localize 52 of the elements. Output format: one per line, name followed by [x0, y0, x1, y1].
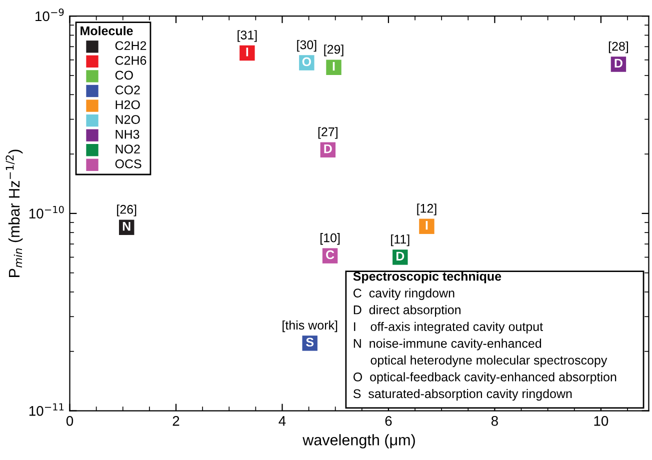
- y-tick-label: 10$^{−9}$: [36, 8, 64, 22]
- annotation: D: [396, 252, 404, 260]
- x-tick-label: 6: [385, 416, 392, 426]
- legend-label: OCS: [115, 159, 142, 168]
- annotation: N: [122, 222, 130, 231]
- annotation: I off-axis integrated cavity output: [354, 322, 543, 334]
- annotation: N noise-immune cavity-enhanced: [354, 338, 542, 350]
- y-axis-title: P$_{min}$ (mbar Hz$^{−1/2}$): [6, 150, 23, 277]
- x-tick-label: 0: [66, 416, 74, 426]
- annotation: I: [426, 221, 428, 230]
- x-tick-label: 4: [278, 416, 286, 426]
- annotation: C cavity ringdown: [354, 288, 454, 300]
- annotation: S: [306, 338, 314, 347]
- annotation: [26]: [117, 204, 136, 216]
- annotation: D: [324, 144, 332, 154]
- annotation: [10]: [320, 233, 340, 245]
- legend-title: Molecule: [80, 26, 133, 36]
- annotation: [30]: [297, 40, 316, 52]
- legend-label: CO2: [115, 86, 140, 94]
- legend-label: NH3: [116, 130, 140, 139]
- point: [326, 60, 342, 75]
- annotation: [27]: [318, 127, 338, 139]
- annotation: S saturated-absorption cavity ringdown: [353, 388, 572, 401]
- y-tick-label: 10$^{−11}$: [29, 403, 64, 416]
- x-axis-title: wavelength (μm): [302, 434, 415, 448]
- x-tick-label: 8: [491, 416, 498, 426]
- annotation: D direct absorption: [354, 305, 460, 317]
- legend-label: CO: [115, 70, 133, 80]
- y-tick-label: 10$^{−10}$: [29, 206, 64, 219]
- x-tick-label: 10: [594, 416, 608, 426]
- x-tick-label: 2: [172, 416, 180, 426]
- point: [419, 218, 434, 234]
- annotation: [28]: [608, 42, 628, 54]
- annotation: [this work]: [282, 320, 338, 332]
- annotation: optical heterodyne molecular spectroscopy: [370, 355, 608, 368]
- annotation: C: [326, 250, 334, 260]
- legend-label: H2O: [116, 100, 140, 110]
- legend-label: C2H6: [115, 56, 146, 65]
- point: [240, 45, 255, 61]
- annotation: O: [302, 57, 311, 66]
- annotation: Spectroscopic technique: [353, 272, 502, 284]
- annotation: O optical-feedback cavity-enhanced absorption: [353, 372, 616, 384]
- annotation: [11]: [391, 234, 410, 246]
- annotation: [12]: [417, 204, 436, 216]
- annotation: I: [332, 62, 335, 71]
- legend-label: N2O: [116, 115, 140, 124]
- annotation: D: [614, 58, 622, 68]
- annotation: I: [246, 48, 248, 56]
- annotation: [31]: [238, 30, 257, 42]
- annotation: [29]: [324, 44, 344, 56]
- legend-label: NO2: [116, 144, 140, 154]
- legend-label: C2H2: [115, 41, 146, 50]
